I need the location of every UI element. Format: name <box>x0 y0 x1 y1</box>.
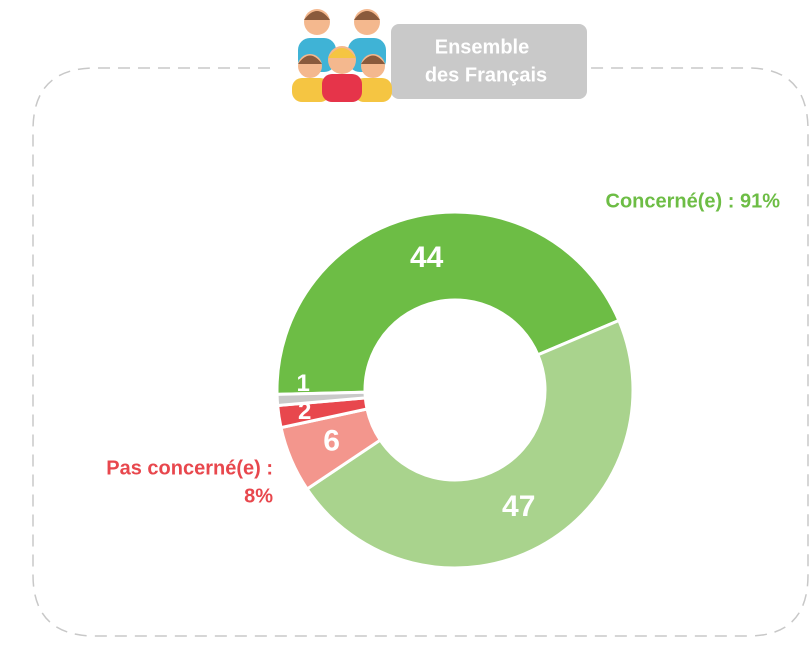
header-box <box>391 24 587 99</box>
annotation: Concerné(e) : 91% <box>606 190 781 212</box>
annotation: 8% <box>244 485 273 507</box>
value-label: 44 <box>410 241 444 274</box>
header-line: Ensemble <box>435 36 529 58</box>
value-label: 47 <box>502 490 535 523</box>
donut-segment <box>275 210 621 396</box>
value-label: 1 <box>297 370 310 397</box>
header-line: des Français <box>425 64 547 86</box>
value-label: 2 <box>298 398 311 425</box>
frame <box>32 67 809 637</box>
donut-segment <box>275 390 367 408</box>
people-icon <box>292 9 392 102</box>
value-label: 6 <box>323 424 340 457</box>
annotation: Pas concerné(e) : <box>106 457 273 479</box>
donut-segment <box>305 318 635 570</box>
